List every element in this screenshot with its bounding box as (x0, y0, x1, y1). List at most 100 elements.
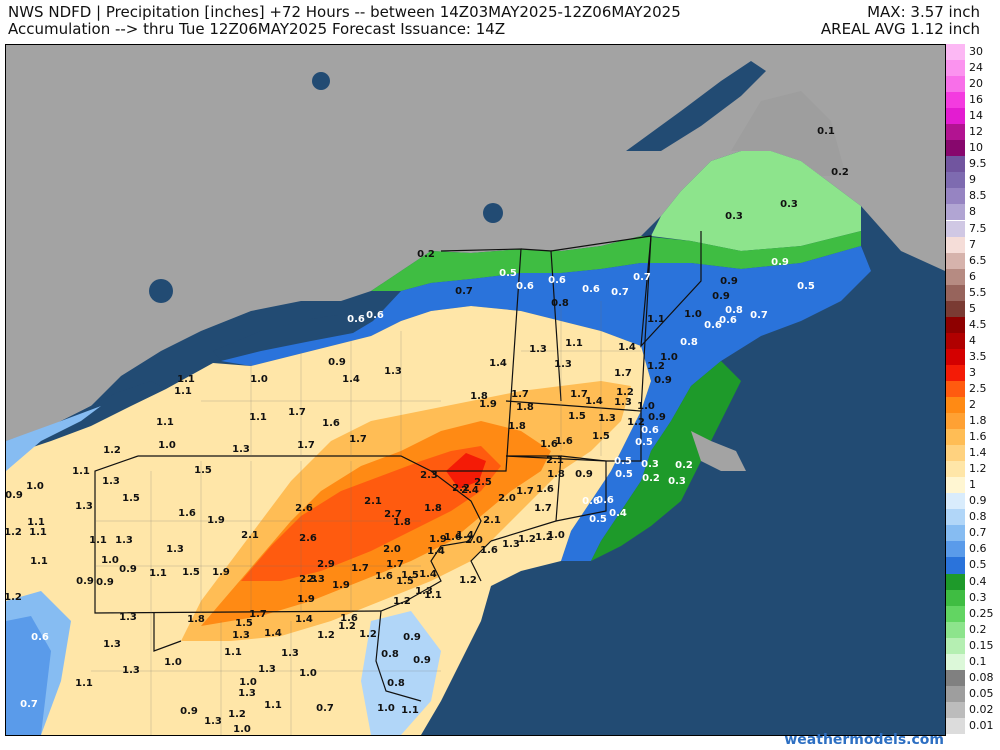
precip-value-label: 2.3 (420, 470, 438, 481)
precip-value-label: 1.2 (103, 445, 121, 456)
precip-value-label: 1.5 (194, 465, 212, 476)
precip-value-label: 1.3 (232, 444, 250, 455)
precip-value-label: 1.2 (317, 630, 335, 641)
precip-value-label: 1.1 (149, 568, 167, 579)
legend-row: 0.4 (946, 573, 1000, 590)
legend-row: 6.5 (946, 252, 1000, 269)
legend-label: 5.5 (969, 285, 987, 299)
cape-cod (691, 431, 746, 471)
precip-blue-lake-erie-shore (6, 406, 101, 471)
legend-row: 7.5 (946, 220, 1000, 237)
maine-far-north (731, 91, 846, 176)
lake-ontario (213, 313, 373, 361)
precip-value-label: 1.6 (375, 571, 393, 582)
precip-value-label: 1.0 (158, 440, 176, 451)
precip-value-label: 1.1 (72, 466, 90, 477)
legend-swatch (946, 300, 965, 317)
precip-value-label: 1.4 (342, 374, 360, 385)
areal-average: AREAL AVG 1.12 inch (820, 20, 980, 38)
legend-swatch (946, 348, 965, 365)
legend-label: 0.5 (969, 558, 987, 572)
precip-value-label: 1.8 (508, 421, 526, 432)
precip-value-label: 1.6 (322, 418, 340, 429)
lake (483, 203, 503, 223)
legend-label: 0.15 (969, 638, 994, 652)
precip-value-label: 1.8 (424, 503, 442, 514)
legend-swatch (946, 669, 965, 686)
legend-row: 24 (946, 60, 1000, 77)
legend-swatch (946, 493, 965, 510)
precip-value-label: 1.2 (459, 575, 477, 586)
legend-label: 0.1 (969, 654, 987, 668)
precip-blue-west-2 (6, 616, 51, 735)
precip-value-label: 1.0 (637, 401, 655, 412)
precip-value-label: 2.0 (383, 544, 401, 555)
precip-value-label: 1.2 (535, 532, 553, 543)
precip-value-label: 0.3 (780, 199, 798, 210)
legend-swatch (946, 557, 965, 574)
precip-value-label: 1.6 (536, 484, 554, 495)
precip-value-label: 1.1 (174, 386, 192, 397)
precip-value-label: 0.2 (831, 167, 849, 178)
legend-swatch (946, 76, 965, 93)
precip-value-label: 1.4 (489, 358, 507, 369)
precip-value-label: 1.3 (554, 359, 572, 370)
legend-label: 7 (969, 237, 976, 251)
st-lawrence-river (626, 61, 766, 151)
precip-value-label: 1.7 (249, 609, 267, 620)
precip-value-label: 0.7 (316, 703, 334, 714)
precip-value-label: 1.5 (401, 570, 419, 581)
legend-swatch (946, 717, 965, 734)
legend-label: 1.8 (969, 414, 987, 428)
precip-value-label: 1.9 (479, 399, 497, 410)
legend-swatch (946, 477, 965, 494)
legend-swatch (946, 589, 965, 606)
legend-row: 0.9 (946, 493, 1000, 510)
legend-label: 6 (969, 269, 976, 283)
precip-value-label: 0.1 (817, 126, 835, 137)
precip-value-label: 2.2 (452, 483, 470, 494)
legend-swatch (946, 92, 965, 109)
precip-value-label: 1.3 (614, 397, 632, 408)
precip-value-label: 0.8 (725, 305, 743, 316)
precip-value-label: 0.5 (615, 469, 633, 480)
legend-label: 0.6 (969, 542, 987, 556)
precip-value-label: 1.2 (228, 709, 246, 720)
legend-swatch (946, 380, 965, 397)
precip-value-label: 1.5 (396, 576, 414, 587)
state-boundaries (94, 231, 702, 702)
legend-label: 20 (969, 77, 983, 91)
legend-swatch (946, 509, 965, 526)
precip-value-label: 1.7 (534, 503, 552, 514)
precip-value-label: 1.9 (297, 594, 315, 605)
precip-value-label: 1.4 (585, 396, 603, 407)
precip-value-label: 0.5 (614, 456, 632, 467)
precip-value-label: 1.9 (207, 515, 225, 526)
legend-row: 0.3 (946, 589, 1000, 606)
precip-value-label: 2.5 (474, 477, 492, 488)
precip-value-label: 1.0 (164, 657, 182, 668)
precip-value-label: 1.7 (516, 486, 534, 497)
precip-value-label: 1.8 (393, 517, 411, 528)
precip-value-label: 1.1 (156, 417, 174, 428)
precip-value-label: 1.0 (26, 481, 44, 492)
legend-row: 0.6 (946, 541, 1000, 558)
precip-value-label: 0.6 (719, 315, 737, 326)
precip-value-label: 1.1 (30, 556, 48, 567)
precip-value-label: 2.6 (295, 503, 313, 514)
legend-row: 9 (946, 172, 1000, 189)
precip-value-label: 1.1 (29, 527, 47, 538)
precip-value-label: 1.2 (6, 592, 22, 603)
legend-row: 0.08 (946, 669, 1000, 686)
precip-value-label: 0.5 (797, 281, 815, 292)
precip-value-label: 1.3 (119, 612, 137, 623)
legend-row: 9.5 (946, 156, 1000, 173)
legend-label: 0.8 (969, 510, 987, 524)
precip-value-label: 0.2 (675, 460, 693, 471)
precip-value-label: 0.9 (575, 469, 593, 480)
legend-row: 8.5 (946, 188, 1000, 205)
legend-swatch (946, 605, 965, 622)
legend-swatch (946, 204, 965, 221)
max-value: MAX: 3.57 inch (867, 3, 980, 21)
precip-value-label: 1.0 (233, 724, 251, 735)
